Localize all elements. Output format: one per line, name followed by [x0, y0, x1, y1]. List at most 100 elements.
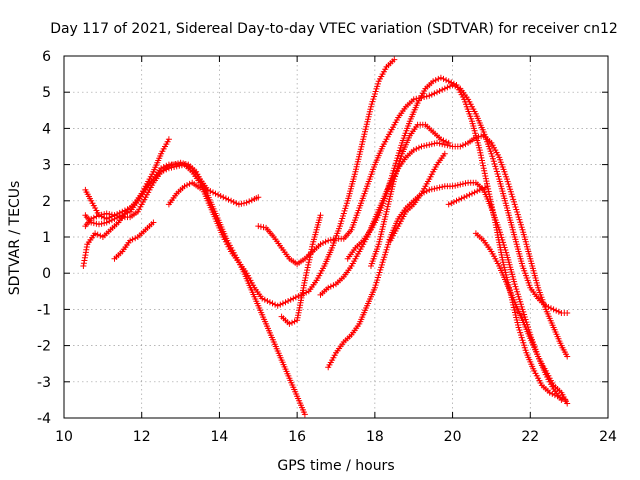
data-point-marker — [96, 221, 102, 228]
data-point-marker — [515, 293, 522, 300]
data-point-marker — [549, 390, 556, 397]
data-point-marker — [241, 200, 247, 207]
data-point-marker — [343, 202, 350, 209]
data-point-marker — [493, 165, 500, 172]
data-point-marker — [509, 193, 516, 200]
data-point-marker — [518, 224, 525, 231]
y-tick-label: 5 — [42, 85, 51, 101]
data-point-marker — [441, 141, 448, 148]
data-point-marker — [390, 167, 397, 174]
data-point-marker — [286, 320, 293, 327]
data-point-marker — [396, 147, 403, 154]
data-point-marker — [398, 153, 405, 160]
data-point-marker — [132, 235, 139, 242]
data-point-marker — [165, 136, 172, 143]
data-point-marker — [513, 286, 520, 293]
data-point-marker — [554, 393, 561, 400]
y-tick-label: -4 — [37, 411, 51, 427]
data-point-marker — [255, 194, 262, 201]
data-point-marker — [309, 243, 316, 250]
data-point-marker — [463, 193, 470, 199]
data-point-marker — [415, 144, 422, 151]
data-point-marker — [447, 142, 453, 149]
data-point-marker — [445, 139, 452, 146]
data-point-marker — [184, 182, 190, 189]
data-point-marker — [395, 160, 402, 167]
data-point-marker — [452, 182, 459, 189]
data-point-marker — [435, 75, 442, 82]
data-point-marker — [378, 261, 385, 268]
data-point-marker — [269, 300, 276, 307]
y-tick-label: 3 — [42, 158, 51, 174]
data-point-marker — [374, 277, 381, 284]
data-point-marker — [448, 200, 455, 207]
data-point-marker — [410, 96, 417, 103]
data-point-marker — [372, 88, 379, 95]
data-point-marker — [277, 301, 284, 308]
data-point-marker — [564, 310, 571, 316]
data-point-marker — [90, 214, 97, 221]
data-point-marker — [462, 141, 469, 148]
data-point-marker — [295, 293, 302, 300]
data-point-marker — [428, 141, 435, 148]
data-point-marker — [518, 301, 524, 308]
data-point-marker — [103, 215, 110, 222]
data-point-marker — [177, 159, 184, 166]
data-point-marker — [474, 188, 481, 195]
data-point-marker — [225, 196, 232, 203]
data-point-marker — [98, 213, 105, 220]
data-point-marker — [505, 181, 512, 188]
data-point-marker — [233, 200, 240, 207]
data-point-marker — [440, 137, 447, 144]
data-point-marker — [162, 165, 168, 172]
data-point-marker — [103, 210, 110, 217]
y-tick-label: -2 — [37, 339, 51, 355]
y-tick-label: -3 — [37, 375, 51, 391]
data-point-marker — [423, 93, 430, 100]
data-point-marker — [381, 254, 388, 261]
data-point-marker — [175, 160, 181, 167]
data-point-marker — [434, 139, 440, 146]
data-point-marker — [550, 306, 557, 313]
data-point-marker — [325, 284, 332, 291]
data-point-marker — [462, 180, 469, 187]
data-point-marker — [521, 342, 528, 349]
series-arc-11 — [344, 74, 569, 403]
data-point-marker — [520, 308, 527, 315]
data-point-marker — [514, 209, 521, 215]
data-point-marker — [437, 136, 444, 143]
data-point-marker — [217, 193, 224, 199]
data-point-marker — [456, 196, 462, 203]
series-arc-8 — [278, 212, 324, 327]
data-point-marker — [447, 83, 453, 90]
data-point-marker — [388, 175, 395, 182]
data-point-marker — [436, 88, 443, 94]
data-point-marker — [129, 236, 136, 243]
data-point-marker — [385, 183, 392, 189]
data-point-marker — [383, 246, 390, 253]
data-point-marker — [516, 327, 523, 333]
data-point-marker — [489, 206, 496, 213]
data-point-marker — [289, 319, 295, 326]
data-point-marker — [375, 80, 381, 87]
data-point-marker — [548, 305, 554, 312]
data-point-marker — [285, 298, 292, 304]
data-point-marker — [376, 269, 383, 276]
data-point-marker — [90, 220, 97, 227]
data-point-marker — [434, 89, 440, 96]
data-point-marker — [555, 308, 562, 315]
data-point-marker — [169, 161, 176, 168]
data-point-marker — [230, 199, 237, 205]
data-point-marker — [450, 80, 457, 87]
data-point-marker — [114, 211, 121, 218]
y-tick-label: 6 — [42, 49, 51, 65]
data-point-marker — [518, 334, 525, 341]
y-tick-label: 4 — [42, 121, 51, 137]
x-tick-label: 16 — [288, 429, 306, 445]
data-point-marker — [308, 249, 314, 255]
data-point-marker — [393, 168, 400, 175]
data-point-marker — [445, 78, 452, 85]
data-point-marker — [484, 183, 491, 190]
data-point-marker — [215, 191, 222, 198]
data-point-marker — [480, 162, 487, 169]
